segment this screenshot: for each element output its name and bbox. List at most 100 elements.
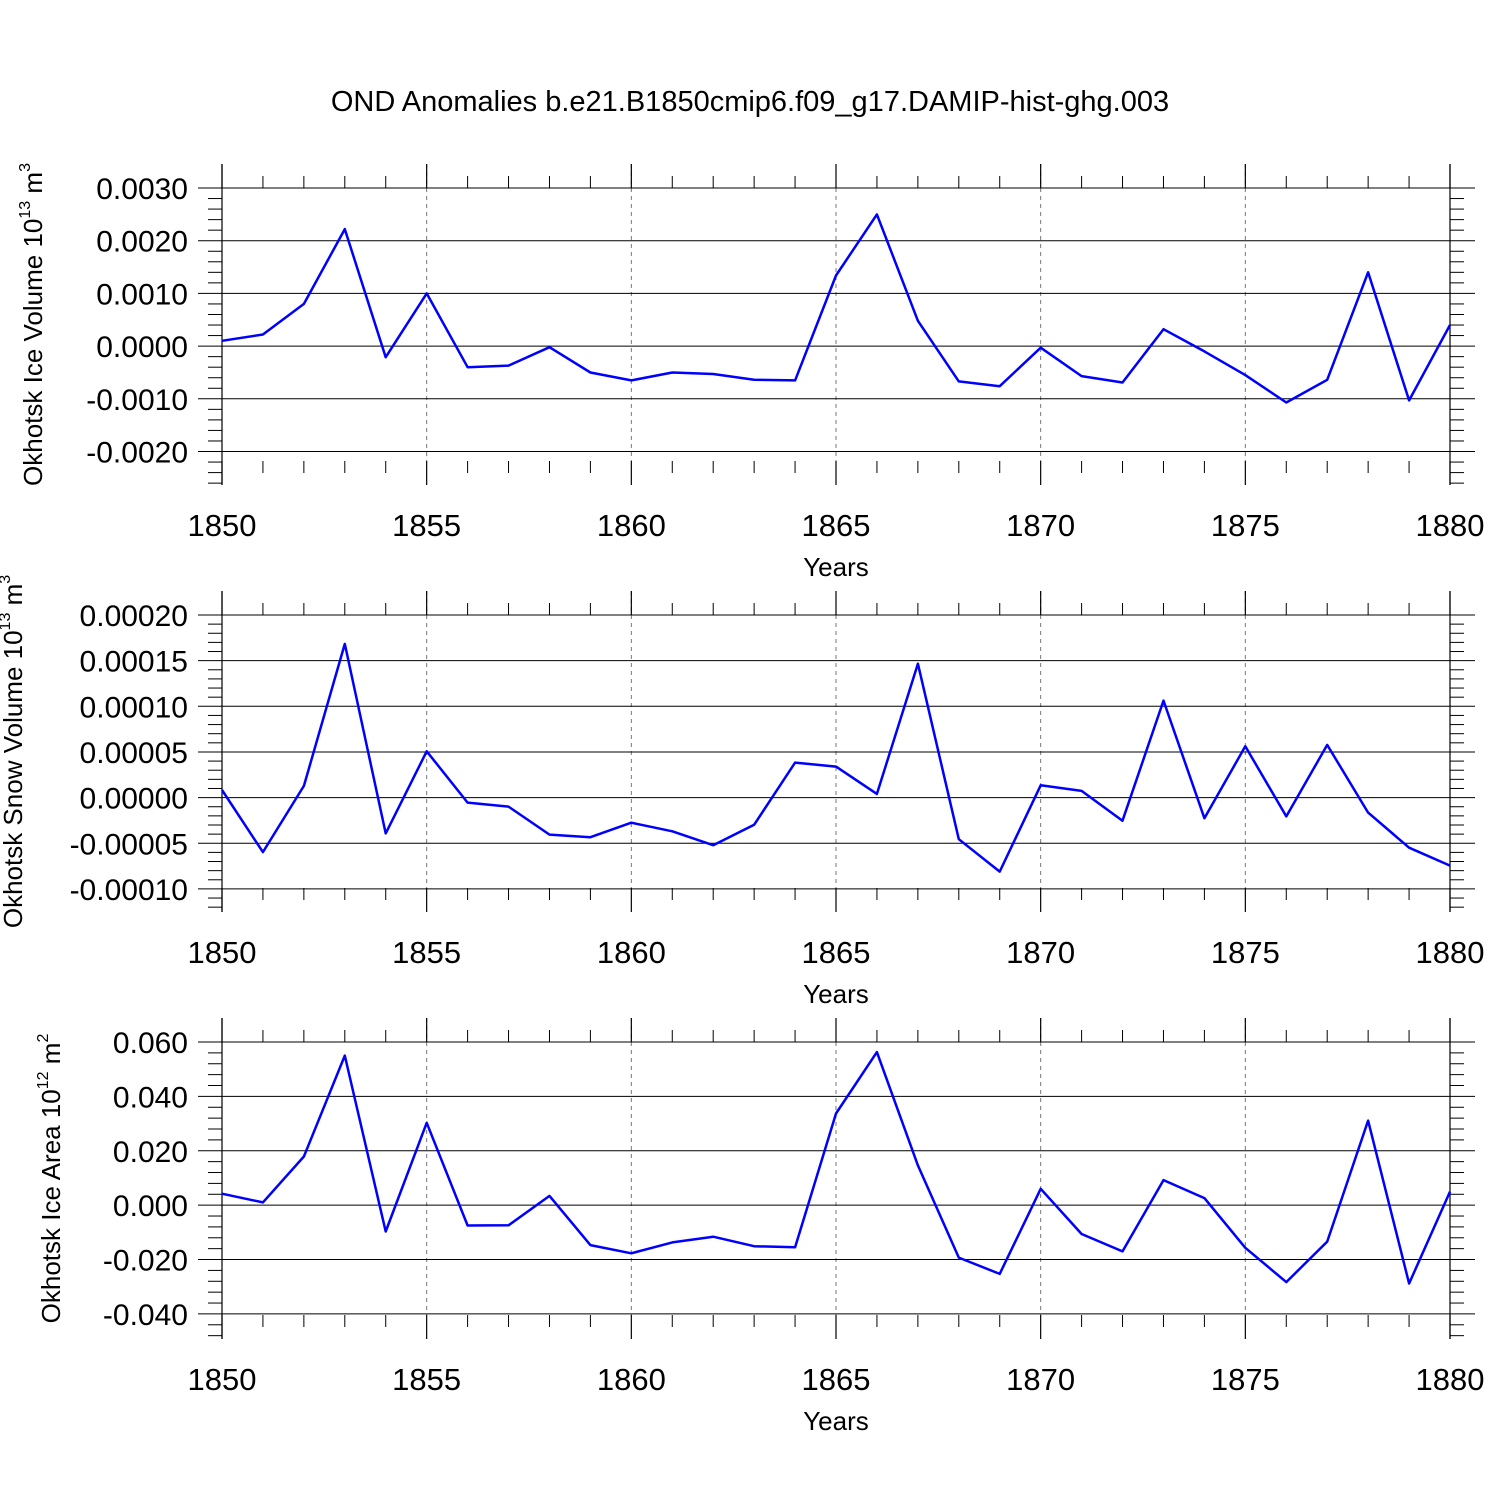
- data-point: [1448, 323, 1452, 327]
- data-point: [1039, 783, 1043, 787]
- y-tick-label: 0.0010: [96, 278, 188, 311]
- y-axis-label-exponent: 12: [35, 1071, 52, 1089]
- data-point: [998, 1272, 1002, 1276]
- data-point: [957, 1256, 961, 1260]
- data-point: [1121, 819, 1125, 823]
- data-point: [875, 792, 879, 796]
- data-point: [1448, 1190, 1452, 1194]
- data-point: [1366, 1119, 1370, 1123]
- x-tick-label: 1875: [1211, 935, 1280, 970]
- data-point: [1161, 699, 1165, 703]
- x-tick-label: 1855: [392, 935, 461, 970]
- data-point: [343, 642, 347, 646]
- data-point: [547, 833, 551, 837]
- data-point: [261, 333, 265, 337]
- data-point: [670, 370, 674, 374]
- data-point: [343, 227, 347, 231]
- y-tick-label: 0.0020: [96, 226, 188, 259]
- data-point: [752, 1244, 756, 1248]
- data-point: [1325, 378, 1329, 382]
- x-tick-label: 1875: [1211, 508, 1280, 543]
- data-point: [834, 273, 838, 277]
- data-point: [1407, 846, 1411, 850]
- y-axis-label-unit-exponent: 3: [17, 163, 34, 172]
- data-point: [1366, 811, 1370, 815]
- x-tick-label: 1850: [188, 935, 257, 970]
- y-axis-label-unit-exponent: 2: [35, 1034, 52, 1043]
- data-point: [957, 379, 961, 383]
- y-axis-label-text: Okhotsk Ice Volume 10: [18, 219, 48, 486]
- y-tick-label: 0.00015: [80, 646, 188, 679]
- data-point: [793, 378, 797, 382]
- y-axis-label-unit: m: [0, 584, 28, 613]
- data-point: [261, 850, 265, 854]
- data-point: [1202, 816, 1206, 820]
- data-point: [384, 831, 388, 835]
- y-tick-label: 0.00005: [80, 737, 188, 770]
- data-point: [466, 1224, 470, 1228]
- data-point: [1284, 1280, 1288, 1284]
- x-tick-label: 1880: [1416, 1362, 1485, 1397]
- y-tick-label: 0.0030: [96, 173, 188, 206]
- y-tick-label: 0.00020: [80, 600, 188, 633]
- data-point: [1080, 1232, 1084, 1236]
- data-point: [425, 291, 429, 295]
- data-point: [507, 364, 511, 368]
- data-point: [916, 662, 920, 666]
- panel-3: -0.040 -0.020 0.000 0.020 0.040 0.060 1850 1855…: [35, 1018, 1484, 1436]
- data-point: [875, 1050, 879, 1054]
- x-tick-label: 1850: [188, 508, 257, 543]
- data-point: [834, 1112, 838, 1116]
- data-point: [1284, 814, 1288, 818]
- y-tick-label: 0.040: [113, 1081, 188, 1114]
- data-point: [220, 1192, 224, 1196]
- y-tick-label: -0.0010: [86, 384, 188, 417]
- data-point: [261, 1200, 265, 1204]
- y-axis-label: Okhotsk Ice Area 1012 m2: [35, 1034, 66, 1324]
- x-axis-label: Years: [803, 1406, 869, 1436]
- series-line: [221, 213, 1452, 404]
- data-point: [1080, 374, 1084, 378]
- y-tick-label: 0.060: [113, 1027, 188, 1060]
- y-tick-label: 0.020: [113, 1136, 188, 1169]
- x-tick-label: 1865: [802, 935, 871, 970]
- x-tick-label: 1865: [802, 508, 871, 543]
- data-point: [425, 749, 429, 753]
- x-tick-label: 1855: [392, 1362, 461, 1397]
- y-tick-label: -0.040: [103, 1299, 188, 1332]
- data-point: [629, 1251, 633, 1255]
- data-point: [343, 1054, 347, 1058]
- data-point: [1121, 1249, 1125, 1253]
- data-point: [1366, 270, 1370, 274]
- data-point: [1080, 789, 1084, 793]
- y-tick-label: 0.0000: [96, 331, 188, 364]
- data-point: [1243, 1246, 1247, 1250]
- data-point: [1325, 743, 1329, 747]
- data-point: [711, 1235, 715, 1239]
- data-point: [384, 1230, 388, 1234]
- panel-1: -0.0020 -0.0010 0.0000 0.0010 0.0020 0.0030 18…: [17, 163, 1484, 582]
- data-point: [466, 801, 470, 805]
- data-point: [1243, 744, 1247, 748]
- data-point: [302, 784, 306, 788]
- panel-2: -0.00010 -0.00005 0.00000 0.00005 0.00010 0.0…: [0, 575, 1484, 1009]
- y-tick-label: -0.0020: [86, 437, 188, 470]
- data-point: [1243, 373, 1247, 377]
- data-point: [1161, 1178, 1165, 1182]
- data-point: [384, 355, 388, 359]
- x-tick-label: 1850: [188, 1362, 257, 1397]
- x-tick-label: 1875: [1211, 1362, 1280, 1397]
- data-point: [507, 1223, 511, 1227]
- figure-title: OND Anomalies b.e21.B1850cmip6.f09_g17.D…: [330, 86, 1170, 118]
- y-tick-label: -0.00010: [70, 874, 188, 907]
- data-point: [752, 823, 756, 827]
- data-point: [957, 837, 961, 841]
- data-point: [711, 843, 715, 847]
- data-point: [1202, 349, 1206, 353]
- x-tick-label: 1860: [597, 508, 666, 543]
- data-point: [1448, 864, 1452, 868]
- data-point: [507, 805, 511, 809]
- data-point: [588, 1243, 592, 1247]
- x-tick-label: 1860: [597, 1362, 666, 1397]
